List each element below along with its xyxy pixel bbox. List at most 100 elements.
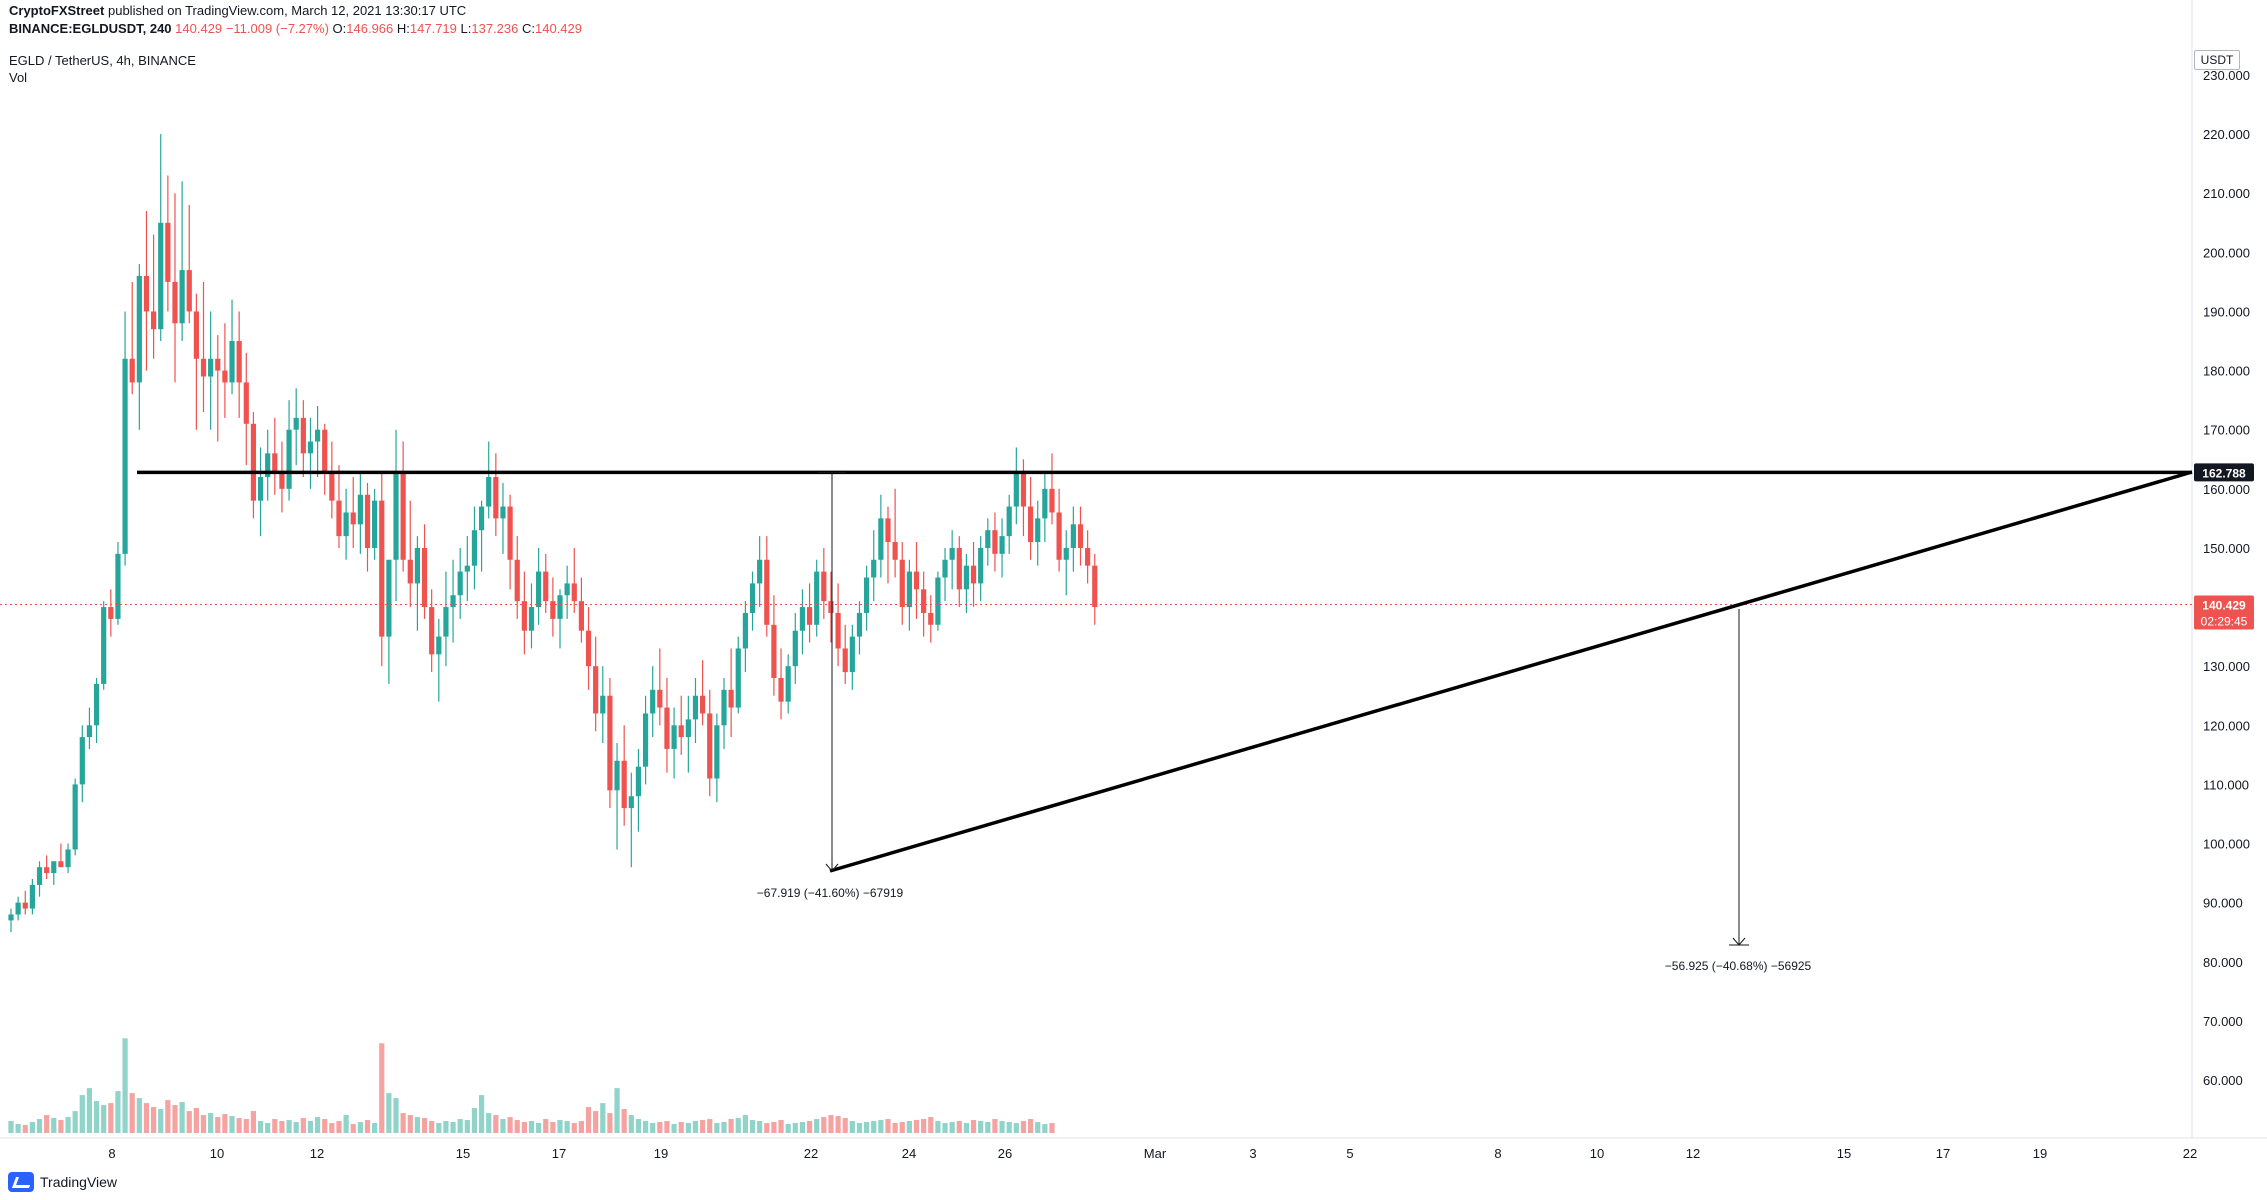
- candle-body: [393, 471, 399, 560]
- candle-body: [692, 695, 699, 720]
- candle-body: [849, 636, 855, 673]
- x-tick-label: 19: [654, 1146, 668, 1161]
- volume-bar: [486, 1113, 492, 1133]
- volume-bar: [999, 1121, 1005, 1133]
- volume-bar: [764, 1123, 770, 1133]
- volume-bar: [243, 1119, 249, 1133]
- tradingview-logo[interactable]: TradingView: [8, 1172, 117, 1192]
- close-value: 140.429: [534, 21, 582, 36]
- candle-body: [607, 695, 613, 791]
- high-value: 147.719: [409, 21, 457, 36]
- candle-body: [999, 536, 1005, 554]
- x-tick-label: 15: [456, 1146, 470, 1161]
- candle-body: [700, 695, 706, 714]
- volume-bar: [86, 1088, 93, 1133]
- candle-body: [443, 607, 449, 637]
- volume-bar: [821, 1117, 827, 1133]
- volume-bar: [692, 1121, 699, 1133]
- volume-bar: [585, 1107, 592, 1133]
- y-tick-label: 230.000: [2203, 68, 2250, 83]
- volume-bar: [215, 1117, 221, 1133]
- volume-bar: [650, 1123, 656, 1133]
- candle-body: [500, 506, 506, 519]
- candle-body: [628, 796, 634, 809]
- volume-bar: [757, 1121, 763, 1133]
- volume-bar: [935, 1121, 941, 1133]
- volume-bar: [272, 1119, 278, 1133]
- volume-bar: [614, 1088, 620, 1133]
- candle-body: [414, 547, 421, 584]
- price-tags: 162.788 140.429 02:29:45: [2194, 463, 2254, 630]
- volume-bar: [1049, 1123, 1055, 1133]
- candle-body: [172, 281, 178, 324]
- volume-bar: [115, 1091, 121, 1133]
- volume-bar: [657, 1122, 663, 1133]
- candle-body: [585, 630, 592, 667]
- volume-bar: [464, 1120, 470, 1133]
- volume-bar: [842, 1118, 848, 1133]
- candle-body: [322, 429, 328, 472]
- candle-body: [300, 417, 306, 454]
- y-tick-label: 90.000: [2203, 896, 2243, 911]
- candle-body: [728, 689, 734, 708]
- open-label: O:: [332, 21, 347, 36]
- change-value: −11.009 (−7.27%): [225, 21, 329, 36]
- drawings: −67.919 (−41.60%) −67919 −56.925 (−40.68%…: [137, 470, 2193, 973]
- volume-bar: [179, 1102, 185, 1133]
- volume-bar: [571, 1123, 577, 1133]
- candle-body: [928, 612, 934, 625]
- candle-body: [514, 559, 520, 602]
- high-label: H:: [396, 21, 410, 36]
- y-tick-label: 130.000: [2203, 659, 2250, 674]
- volume-bar: [229, 1116, 235, 1133]
- volume-bar: [421, 1118, 428, 1133]
- candle-body: [329, 471, 335, 501]
- currency-badge[interactable]: USDT: [2194, 50, 2240, 70]
- candle-body: [657, 689, 663, 708]
- volume-bar: [286, 1120, 292, 1133]
- volume-bar: [714, 1123, 720, 1133]
- volume-legend[interactable]: Vol: [9, 70, 28, 85]
- volume-bar: [921, 1119, 927, 1133]
- volume-bar: [93, 1101, 100, 1133]
- x-tick-label: 3: [1249, 1146, 1256, 1161]
- measure-arrowhead: [825, 863, 839, 872]
- x-tick-label: 8: [1494, 1146, 1501, 1161]
- candle-body: [457, 571, 463, 596]
- volume-bar: [450, 1122, 456, 1133]
- volume-bar: [1027, 1119, 1034, 1133]
- candle-body: [921, 589, 927, 613]
- y-tick-label: 160.000: [2203, 482, 2250, 497]
- publish-info: CryptoFXStreet published on TradingView.…: [9, 3, 466, 18]
- published-text: published on TradingView.com, March 12, …: [107, 3, 467, 18]
- candle-body: [357, 494, 363, 525]
- symbol-legend[interactable]: EGLD / TetherUS, 4h, BINANCE: [9, 53, 196, 68]
- candle-body: [372, 500, 378, 548]
- candlesticks: [8, 134, 1098, 933]
- volume-bar: [493, 1115, 499, 1133]
- volume-bar: [350, 1124, 356, 1133]
- candle-body: [250, 423, 257, 501]
- candle-body: [1077, 524, 1084, 548]
- candle-body: [93, 683, 100, 726]
- volume-bar: [393, 1098, 399, 1133]
- candle-body: [757, 559, 763, 584]
- candle-body: [942, 559, 948, 578]
- volume-bar: [372, 1123, 378, 1133]
- x-tick-label: 22: [804, 1146, 818, 1161]
- volume-bar: [379, 1043, 385, 1133]
- candle-body: [386, 559, 392, 637]
- x-tick-label: 26: [998, 1146, 1012, 1161]
- volume-bar: [400, 1113, 406, 1133]
- candle-body: [122, 358, 128, 554]
- candle-body: [8, 914, 14, 921]
- candle-body: [1006, 506, 1012, 537]
- volume-bar: [186, 1111, 192, 1133]
- volume-bar: [978, 1121, 984, 1133]
- candle-body: [471, 530, 478, 566]
- publisher-name[interactable]: CryptoFXStreet: [9, 3, 105, 18]
- time-axis: 8 10 12 15 17 19 22 24 26 Mar 3 5 8 10 12 15 17 19 22: [108, 1146, 2197, 1161]
- volume-bar: [778, 1120, 784, 1133]
- volume-bar: [193, 1108, 199, 1133]
